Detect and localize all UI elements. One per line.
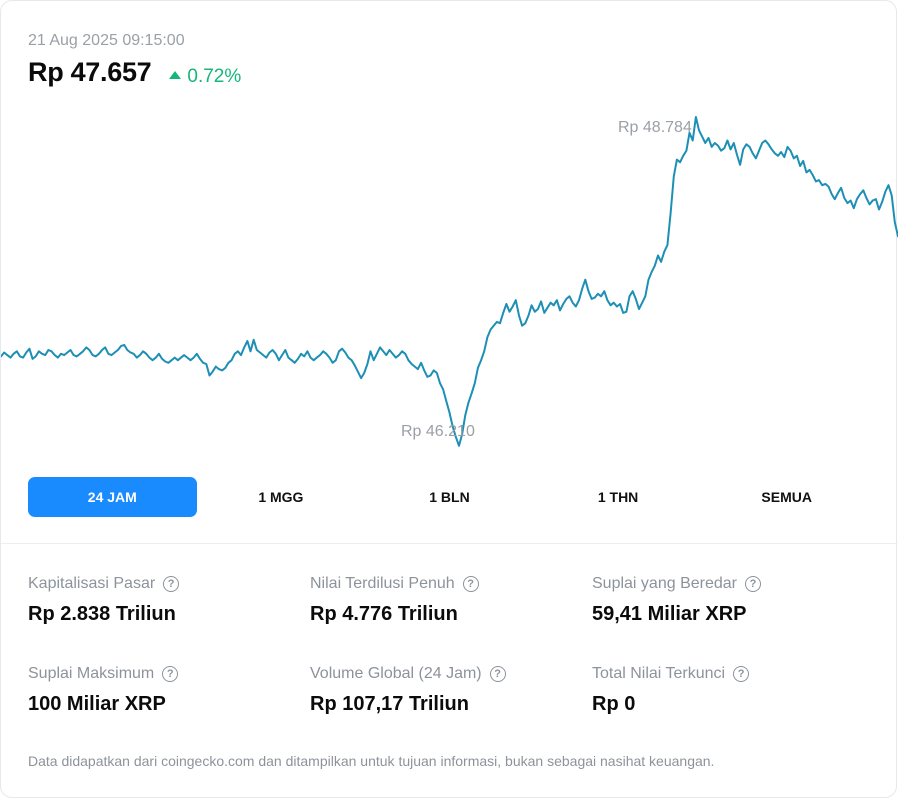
- time-range-tabs: 24 JAM 1 MGG 1 BLN 1 THN SEMUA: [28, 477, 871, 517]
- current-price: Rp 47.657: [28, 57, 152, 87]
- triangle-up-icon: [169, 71, 182, 79]
- question-icon[interactable]: ?: [733, 666, 750, 682]
- stat-value: Rp 4.776 Triliun: [310, 603, 458, 625]
- price-chart[interactable]: [1, 106, 898, 456]
- section-divider: [1, 543, 898, 544]
- stat-label: Suplai Maksimum: [28, 665, 155, 682]
- question-icon[interactable]: ?: [744, 576, 761, 592]
- question-icon[interactable]: ?: [462, 576, 479, 592]
- stat-label: Nilai Terdilusi Penuh: [310, 575, 455, 592]
- stat-label: Total Nilai Terkunci: [592, 665, 726, 682]
- tab-1-bln[interactable]: 1 BLN: [429, 489, 470, 505]
- price-timestamp: 21 Aug 2025 09:15:00: [28, 32, 185, 49]
- stat-max-supply: Suplai Maksimum? 100 Miliar XRP: [28, 665, 179, 716]
- chart-high-label: Rp 48.784: [618, 119, 692, 136]
- stat-value: Rp 107,17 Triliun: [310, 693, 469, 715]
- tab-1-mgg[interactable]: 1 MGG: [258, 489, 304, 505]
- price-change-percent: 0.72%: [187, 66, 242, 87]
- stat-value: 59,41 Miliar XRP: [592, 603, 747, 625]
- price-line: [1, 116, 898, 447]
- question-icon[interactable]: ?: [489, 666, 506, 682]
- stat-value: 100 Miliar XRP: [28, 693, 166, 715]
- stat-fully-diluted-value: Nilai Terdilusi Penuh? Rp 4.776 Triliun: [310, 575, 479, 626]
- stat-total-value-locked: Total Nilai Terkunci? Rp 0: [592, 665, 750, 716]
- stat-global-volume: Volume Global (24 Jam)? Rp 107,17 Triliu…: [310, 665, 506, 716]
- stat-circulating-supply: Suplai yang Beredar? 59,41 Miliar XRP: [592, 575, 761, 626]
- stat-market-cap: Kapitalisasi Pasar? Rp 2.838 Triliun: [28, 575, 180, 626]
- chart-low-label: Rp 46.210: [401, 423, 475, 440]
- disclaimer-text: Data didapatkan dari coingecko.com dan d…: [28, 753, 715, 769]
- price-row: Rp 47.657 0.72%: [28, 57, 241, 88]
- tab-24-jam[interactable]: 24 JAM: [28, 477, 197, 517]
- stat-label: Suplai yang Beredar: [592, 575, 737, 592]
- stat-label: Kapitalisasi Pasar: [28, 575, 156, 592]
- stat-value: Rp 0: [592, 693, 636, 715]
- stat-value: Rp 2.838 Triliun: [28, 603, 176, 625]
- tab-1-thn[interactable]: 1 THN: [597, 489, 639, 505]
- question-icon[interactable]: ?: [163, 576, 180, 592]
- tab-semua[interactable]: SEMUA: [761, 489, 812, 505]
- price-change: 0.72%: [169, 66, 241, 88]
- stat-label: Volume Global (24 Jam): [310, 665, 482, 682]
- question-icon[interactable]: ?: [162, 666, 179, 682]
